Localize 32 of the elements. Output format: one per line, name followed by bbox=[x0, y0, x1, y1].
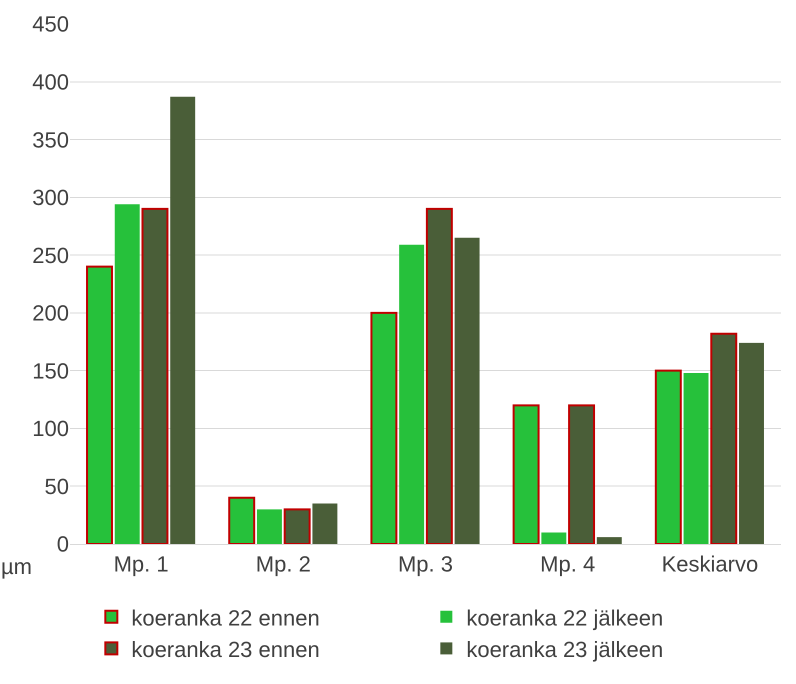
x-tick-label: Mp. 1 bbox=[114, 551, 169, 576]
y-tick-label: 400 bbox=[32, 69, 69, 94]
bar bbox=[596, 537, 622, 544]
y-tick-label: 50 bbox=[44, 474, 69, 499]
bar bbox=[114, 204, 140, 544]
bar bbox=[541, 532, 566, 544]
legend-label: koeranka 22 jälkeen bbox=[466, 605, 664, 630]
bar bbox=[512, 404, 540, 544]
bar bbox=[228, 496, 256, 544]
y-axis-title: µm bbox=[1, 554, 32, 579]
bar bbox=[739, 342, 764, 544]
bar bbox=[312, 504, 338, 544]
legend-label: koeranka 22 ennen bbox=[131, 605, 320, 630]
x-tick-label: Mp. 3 bbox=[398, 551, 454, 576]
bar bbox=[710, 332, 738, 544]
bar bbox=[86, 266, 113, 544]
y-tick-label: 300 bbox=[32, 185, 69, 210]
y-tick-label: 250 bbox=[32, 242, 69, 268]
bar bbox=[568, 404, 596, 544]
bar bbox=[256, 509, 282, 544]
y-tick-label: 150 bbox=[32, 358, 69, 384]
y-tick-label: 450 bbox=[32, 12, 69, 37]
x-tick-label: Keskiarvo bbox=[662, 551, 758, 576]
bar bbox=[284, 508, 311, 544]
x-tick-label: Mp. 4 bbox=[540, 551, 596, 576]
x-tick-label: Mp. 2 bbox=[256, 551, 311, 576]
legend-label: koeranka 23 jälkeen bbox=[466, 636, 664, 662]
legend-label: koeranka 23 ennen bbox=[131, 636, 320, 662]
y-tick-label: 0 bbox=[56, 532, 69, 557]
y-tick-label: 100 bbox=[32, 416, 69, 442]
y-tick-label: 200 bbox=[32, 300, 69, 326]
y-tick-label: 350 bbox=[32, 127, 69, 152]
